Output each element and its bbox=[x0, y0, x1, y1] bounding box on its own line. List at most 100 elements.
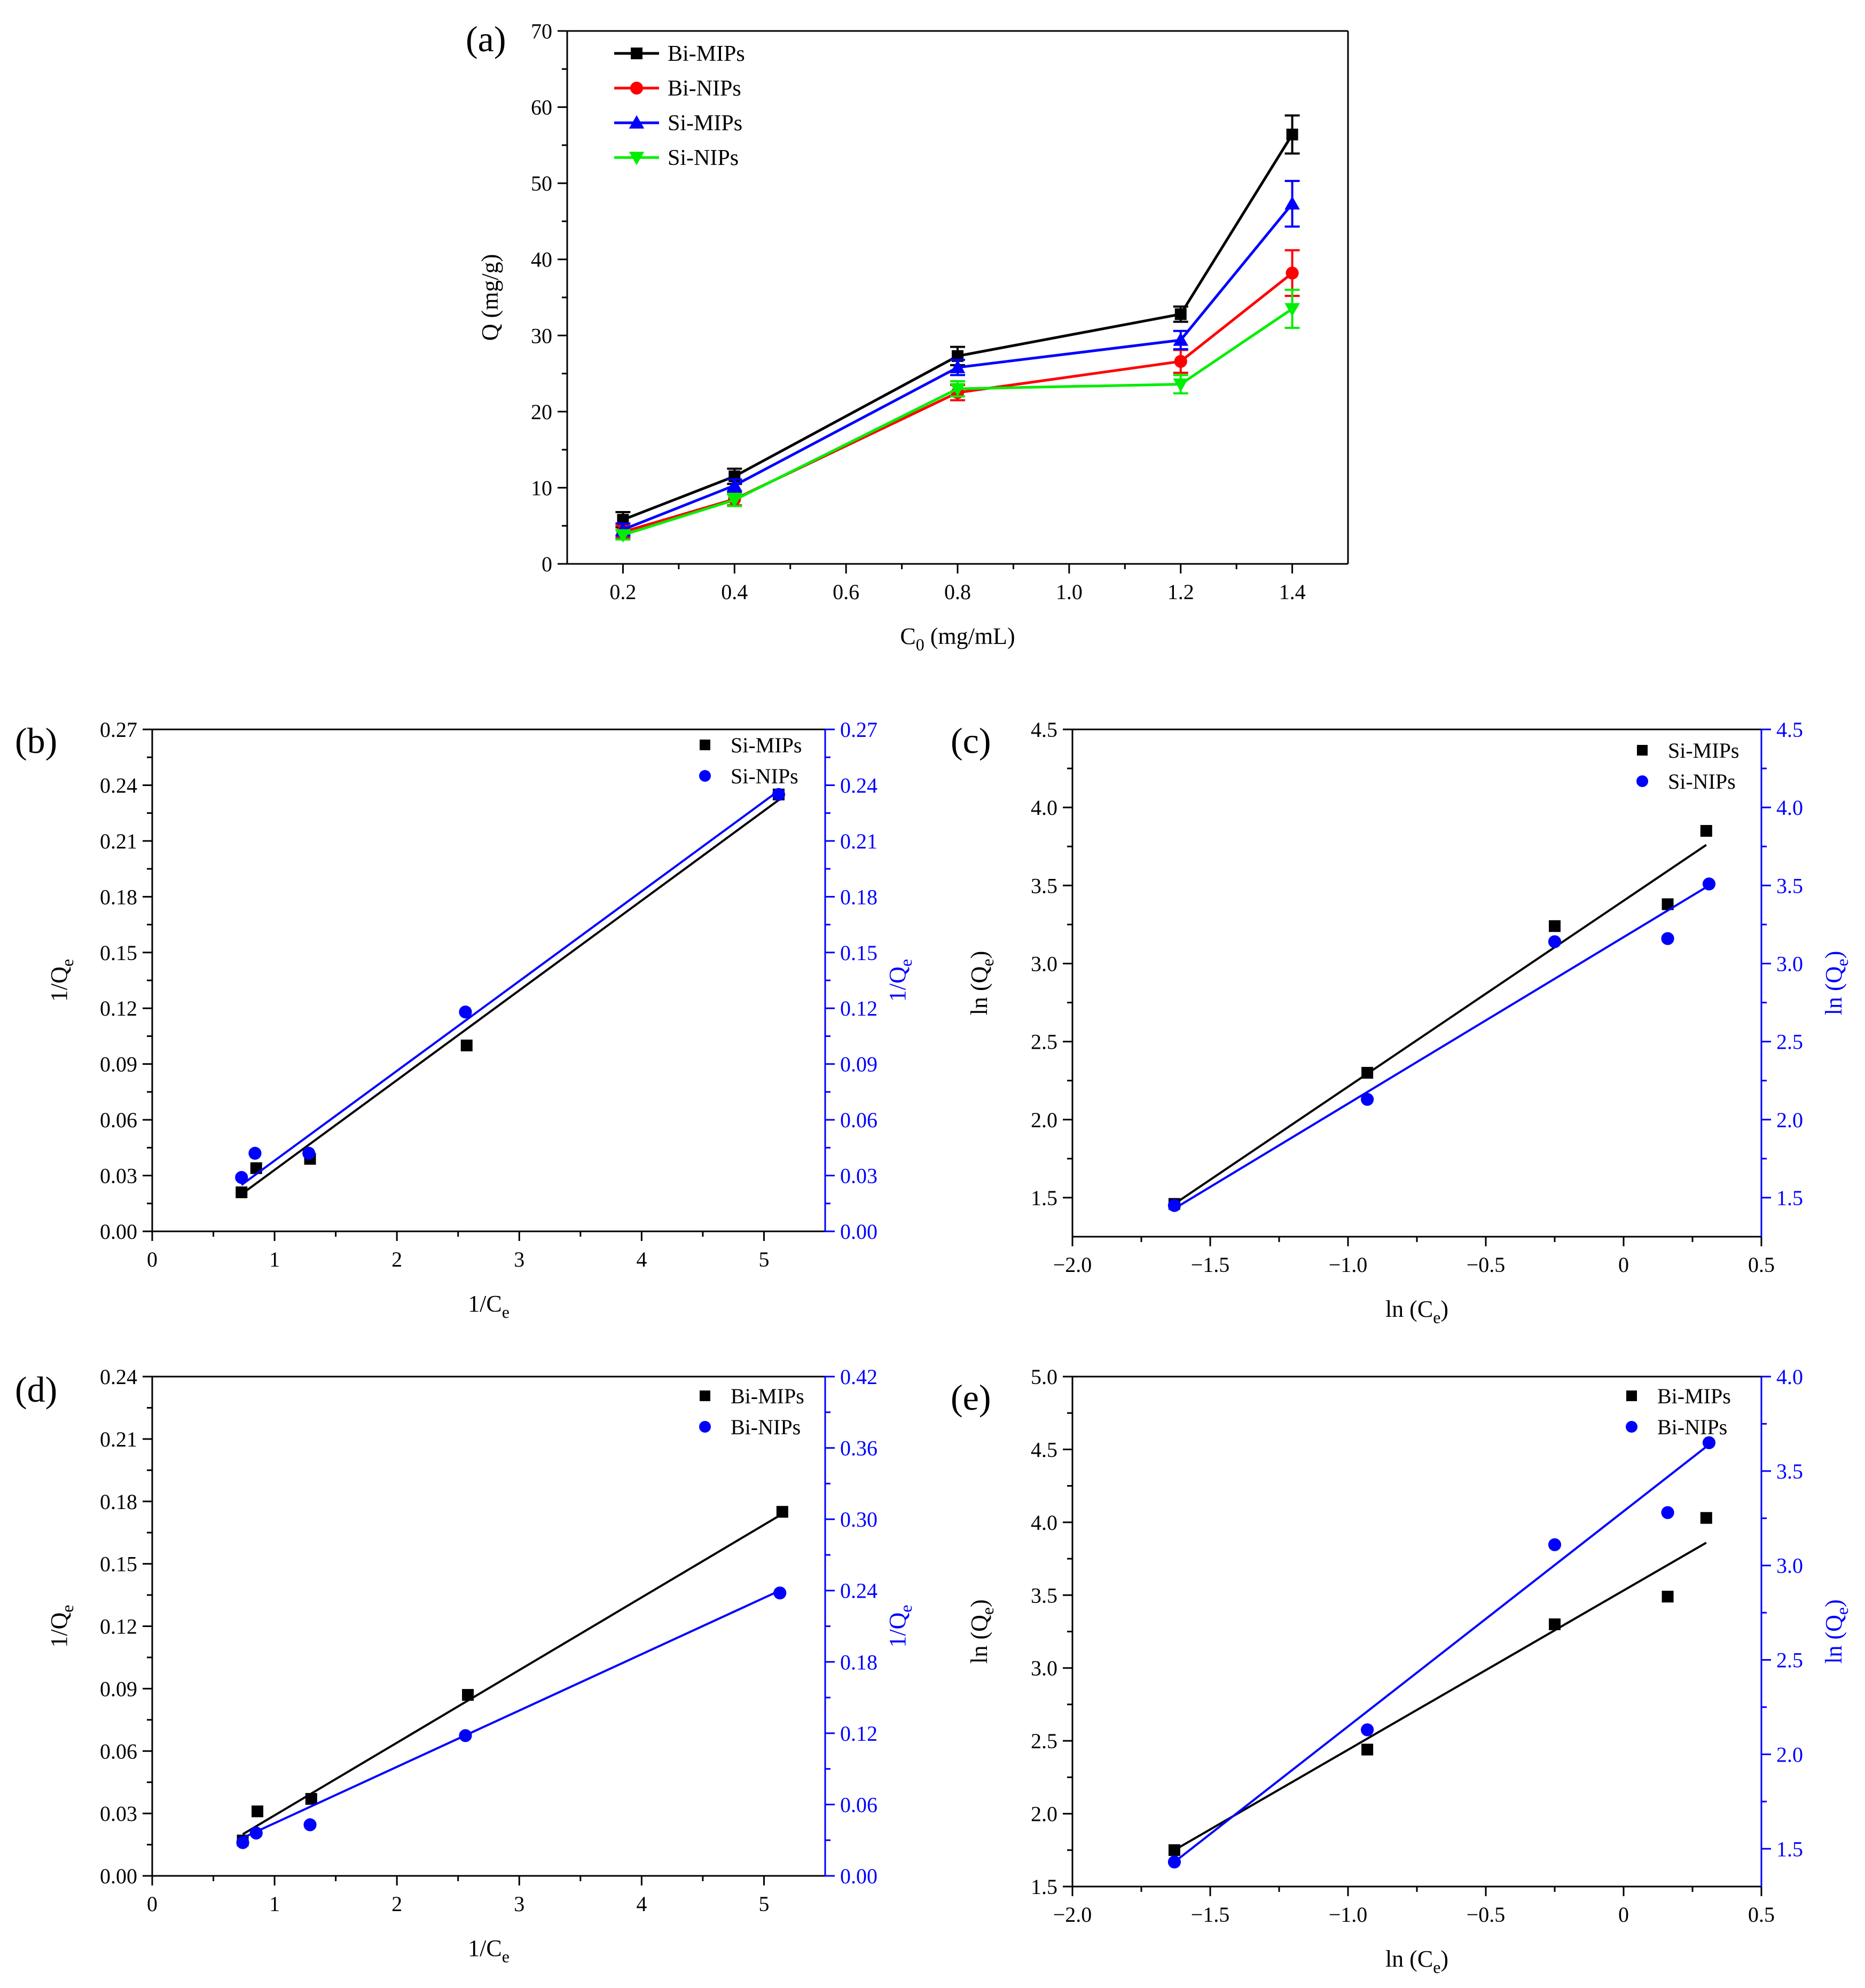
x-tick-label: 2 bbox=[391, 1247, 402, 1271]
data-point bbox=[773, 1586, 787, 1600]
legend-label: Si-NIPs bbox=[731, 764, 798, 788]
x-axis-label-main: ln (C bbox=[1385, 1296, 1433, 1322]
y-tick-label: 2.0 bbox=[1031, 1108, 1057, 1132]
y2-axis-label: ln (Qe) bbox=[1821, 951, 1852, 1016]
y-tick-label: 20 bbox=[531, 400, 552, 424]
fit-line bbox=[1173, 1443, 1710, 1863]
data-point bbox=[726, 494, 742, 508]
chart-panel-b: (b) 0 1 2 3 4 5 0.00 0.03 0.06 0.09 0.12 0.15 0.18 0.2… bbox=[15, 718, 915, 1322]
y-axis-label-suffix: ) bbox=[966, 951, 992, 959]
y2-tick-label: 3.0 bbox=[1776, 952, 1803, 976]
x-tick-label: 0.4 bbox=[721, 580, 748, 604]
x-tick-label: −0.5 bbox=[1467, 1253, 1506, 1277]
legend-marker bbox=[1637, 745, 1648, 756]
y-tick-label: 0.00 bbox=[100, 1864, 137, 1888]
y-tick-label: 1.5 bbox=[1031, 1875, 1057, 1899]
y2-axis-label-main: ln (Q bbox=[1821, 1615, 1847, 1664]
y-tick-label: 2.5 bbox=[1031, 1030, 1057, 1054]
x-tick-label: −1.5 bbox=[1191, 1903, 1230, 1927]
y2-axis-label-main: 1/Q bbox=[884, 967, 911, 1002]
legend-marker bbox=[700, 740, 710, 750]
x-axis-label-main: 1/C bbox=[468, 1291, 502, 1317]
x-axis-label-main: C bbox=[900, 623, 915, 649]
legend-label: Bi-NIPs bbox=[731, 1415, 801, 1439]
legend-marker bbox=[629, 152, 645, 166]
y2-tick-label: 0.00 bbox=[840, 1220, 877, 1244]
panel-label-c: (c) bbox=[951, 720, 991, 761]
data-point bbox=[1662, 1591, 1674, 1603]
x-axis-label: C0 (mg/mL) bbox=[900, 623, 1015, 654]
y2-axis-label: 1/Qe bbox=[884, 1605, 915, 1647]
data-point bbox=[1361, 1743, 1374, 1756]
y-tick-label: 40 bbox=[531, 248, 552, 272]
fit-line bbox=[1173, 844, 1707, 1205]
legend-label: Bi-NIPs bbox=[668, 76, 741, 101]
y-tick-label: 1.5 bbox=[1031, 1186, 1057, 1210]
x-axis-label: 1/Ce bbox=[468, 1291, 510, 1322]
data-point bbox=[772, 788, 786, 801]
data-point bbox=[1702, 1436, 1716, 1449]
y2-tick-label: 0.30 bbox=[840, 1507, 877, 1531]
fit-line bbox=[241, 799, 780, 1195]
y-axis-label: Q (mg/g) bbox=[477, 254, 503, 341]
y-axis-label: 1/Qe bbox=[46, 1605, 77, 1647]
data-point bbox=[1167, 1199, 1181, 1212]
data-point bbox=[1702, 877, 1716, 891]
y-tick-label: 2.5 bbox=[1031, 1729, 1057, 1753]
y2-tick-label: 1.5 bbox=[1776, 1186, 1803, 1210]
x-axis-label-main: 1/C bbox=[468, 1935, 502, 1961]
y-tick-label: 2.0 bbox=[1031, 1802, 1057, 1826]
y2-tick-label: 0.24 bbox=[840, 1579, 877, 1603]
y2-axis-label: 1/Qe bbox=[884, 959, 915, 1002]
data-point bbox=[950, 359, 966, 373]
fit-line bbox=[242, 1589, 781, 1839]
data-point bbox=[1549, 1618, 1561, 1630]
y2-tick-label: 2.5 bbox=[1776, 1030, 1803, 1054]
series-bi-nips bbox=[236, 1586, 787, 1849]
data-point bbox=[1361, 1067, 1374, 1079]
y-tick-label: 0 bbox=[542, 552, 552, 576]
data-point bbox=[302, 1146, 316, 1160]
fit-line bbox=[242, 1513, 783, 1835]
legend-label: Si-MIPs bbox=[731, 733, 802, 757]
data-point bbox=[1173, 378, 1189, 392]
y-tick-label: 0.18 bbox=[100, 1490, 137, 1514]
y-axis-label-main: ln (Q bbox=[966, 1615, 992, 1664]
x-tick-label: 0 bbox=[147, 1892, 158, 1916]
y2-axis-label-subscript: e bbox=[1832, 1607, 1852, 1615]
x-tick-label: −1.5 bbox=[1191, 1253, 1230, 1277]
y-tick-label: 0.15 bbox=[100, 941, 137, 965]
y2-tick-label: 0.21 bbox=[840, 829, 877, 853]
legend-marker bbox=[700, 1390, 710, 1401]
y-tick-label: 3.0 bbox=[1031, 1656, 1057, 1680]
series-line bbox=[622, 272, 1294, 533]
x-tick-label: 0.6 bbox=[833, 580, 859, 604]
y-tick-label: 0.21 bbox=[100, 1427, 137, 1451]
x-axis-label-suffix: ) bbox=[1440, 1946, 1448, 1972]
panel-label-d: (d) bbox=[15, 1369, 57, 1410]
fit-line bbox=[1173, 884, 1710, 1210]
y2-axis-label-suffix: ) bbox=[1821, 1599, 1847, 1607]
x-tick-label: 1.2 bbox=[1167, 580, 1194, 604]
x-tick-label: 1 bbox=[269, 1892, 280, 1916]
y2-tick-label: 0.06 bbox=[840, 1108, 877, 1132]
x-axis-label-suffix: (mg/mL) bbox=[924, 623, 1015, 649]
y2-tick-label: 0.12 bbox=[840, 1722, 877, 1746]
series-si-nips bbox=[235, 788, 786, 1186]
y-tick-label: 4.5 bbox=[1031, 1437, 1057, 1461]
y-tick-label: 50 bbox=[531, 171, 552, 195]
data-point bbox=[1286, 266, 1299, 280]
data-point bbox=[249, 1826, 263, 1840]
y2-tick-label: 0.03 bbox=[840, 1164, 877, 1188]
x-tick-label: −2.0 bbox=[1053, 1903, 1092, 1927]
x-axis-label-subscript: 0 bbox=[916, 635, 924, 654]
y2-tick-label: 0.24 bbox=[840, 773, 877, 797]
data-point bbox=[1361, 1723, 1374, 1736]
data-point bbox=[1168, 1844, 1180, 1856]
fit-line bbox=[241, 790, 780, 1186]
data-point bbox=[1661, 1506, 1674, 1519]
x-tick-label: 3 bbox=[514, 1892, 524, 1916]
x-axis-label-subscript: e bbox=[502, 1947, 510, 1966]
data-point bbox=[1167, 1855, 1181, 1869]
